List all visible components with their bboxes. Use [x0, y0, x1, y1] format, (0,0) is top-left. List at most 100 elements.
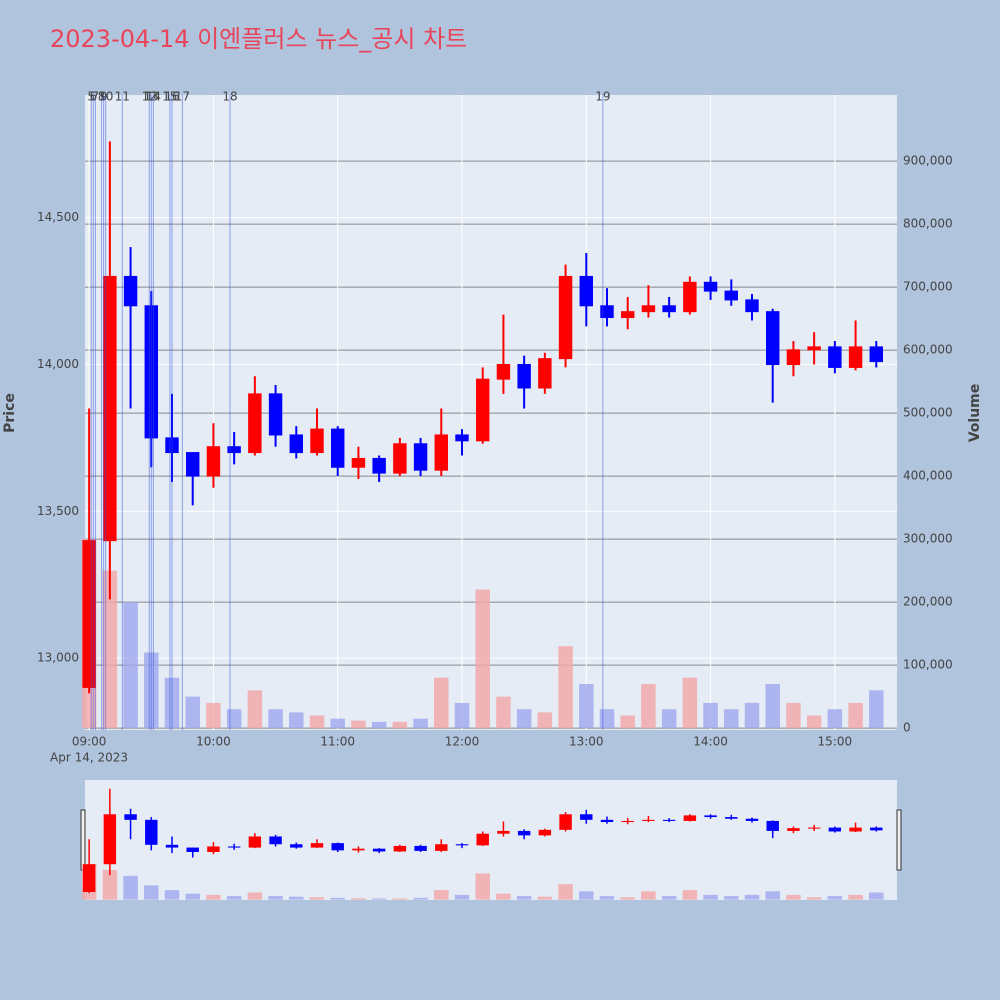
y2-tick-label: 200,000: [903, 595, 953, 609]
slider-volume-bar: [289, 896, 304, 900]
slider-volume-bar: [102, 869, 118, 900]
slider-volume-bar: [392, 898, 408, 900]
event-label: 18: [222, 90, 237, 104]
slider-candle-body: [186, 847, 199, 853]
volume-bar: [641, 684, 656, 729]
slider-volume-bar: [848, 894, 863, 900]
event-label: 11: [115, 90, 130, 104]
slider-volume-bar: [869, 892, 884, 900]
slider-candle-body: [165, 844, 179, 848]
volume-bar: [475, 589, 490, 729]
chart-title: 2023-04-14 이엔플러스 뉴스_공시 차트: [50, 25, 467, 53]
volume-bar: [371, 721, 387, 729]
volume-bar: [330, 718, 345, 729]
x-tick-label: 13:00: [569, 735, 604, 749]
candle-body: [579, 275, 593, 307]
slider-volume-bar: [703, 894, 718, 900]
y-tick-label: 14,500: [37, 210, 79, 224]
volume-bar: [703, 702, 718, 729]
slider-volume-bar: [206, 894, 221, 900]
y2-tick-label: 300,000: [903, 532, 953, 546]
candle-body: [310, 428, 324, 454]
slider-volume-bar: [724, 896, 739, 900]
volume-bar: [620, 715, 635, 729]
volume-bar: [724, 709, 739, 729]
slider-volume-bar: [558, 884, 573, 900]
volume-bar: [661, 709, 677, 729]
candle-body: [724, 290, 738, 301]
volume-bar: [123, 602, 138, 729]
candle-body: [331, 428, 345, 468]
candle-body: [434, 434, 449, 471]
slider-volume-bar: [496, 893, 511, 900]
slider-volume-bar: [185, 893, 200, 900]
volume-bar: [351, 720, 366, 729]
slider-volume-bar: [330, 897, 345, 900]
y-tick-label: 13,000: [37, 651, 79, 665]
event-label: 16: [164, 90, 179, 104]
slider-candle-body: [227, 846, 241, 848]
volume-bar: [516, 709, 532, 729]
candle-body: [538, 358, 552, 389]
slider-volume-bar: [268, 896, 283, 900]
plot-area: [85, 95, 897, 730]
slider-candle-body: [621, 820, 634, 823]
candle-body: [662, 305, 676, 313]
y2-tick-label: 800,000: [903, 217, 953, 231]
volume-bar: [392, 721, 408, 729]
candle-body: [268, 393, 283, 436]
slider-volume-bar: [351, 898, 366, 900]
candle-body: [476, 378, 490, 442]
slider-volume-bar: [827, 896, 843, 900]
slider-candle-body: [103, 814, 117, 865]
slider-candle-body: [476, 833, 489, 846]
y2-tick-label: 0: [903, 721, 911, 735]
volume-bar: [247, 690, 263, 729]
slider-volume-bar: [620, 897, 635, 900]
slider-volume-bar: [226, 896, 242, 900]
candle-body: [683, 281, 697, 313]
y2-tick-label: 100,000: [903, 658, 953, 672]
range-slider[interactable]: [85, 780, 897, 900]
x-tick-label: 11:00: [320, 735, 355, 749]
slider-candle-body: [82, 864, 96, 892]
candle-body: [413, 443, 428, 471]
candle-body: [807, 346, 821, 351]
slider-candle-body: [559, 814, 572, 830]
slider-volume-bar: [144, 885, 159, 900]
x-tick-label: 15:00: [818, 735, 853, 749]
slider-candle-body: [207, 846, 220, 853]
y2-tick-label: 500,000: [903, 406, 953, 420]
candle-body: [621, 311, 635, 319]
range-handle-right[interactable]: [896, 809, 902, 871]
slider-volume-bar: [434, 890, 449, 900]
event-label: 5: [87, 90, 95, 104]
slider-volume-bar: [164, 890, 180, 900]
slider-volume-bar: [744, 894, 760, 900]
x-tick-label: 09:00: [72, 735, 107, 749]
candle-body: [123, 275, 138, 307]
slider-candle-body: [393, 845, 407, 852]
volume-bar: [599, 709, 615, 729]
candle-body: [828, 346, 842, 368]
slider-candle-body: [642, 819, 655, 821]
candle-body: [393, 443, 407, 474]
slider-candle-body: [600, 819, 614, 823]
volume-bar: [413, 718, 428, 729]
range-handle-left[interactable]: [80, 809, 86, 871]
volume-bar: [102, 570, 118, 729]
event-label: 15: [162, 90, 177, 104]
event-label: 9: [100, 90, 108, 104]
event-label: 19: [595, 90, 610, 104]
slider-volume-bar: [247, 892, 263, 900]
volume-bar: [185, 696, 200, 729]
x-tick-label: 12:00: [445, 735, 480, 749]
slider-volume-bar: [475, 873, 490, 900]
volume-bar: [682, 677, 698, 729]
slider-candle-body: [849, 827, 862, 832]
slider-candle-body: [787, 828, 800, 831]
slider-volume-bar: [537, 896, 553, 900]
event-label: 14: [146, 90, 161, 104]
slider-candle-body: [704, 815, 717, 818]
